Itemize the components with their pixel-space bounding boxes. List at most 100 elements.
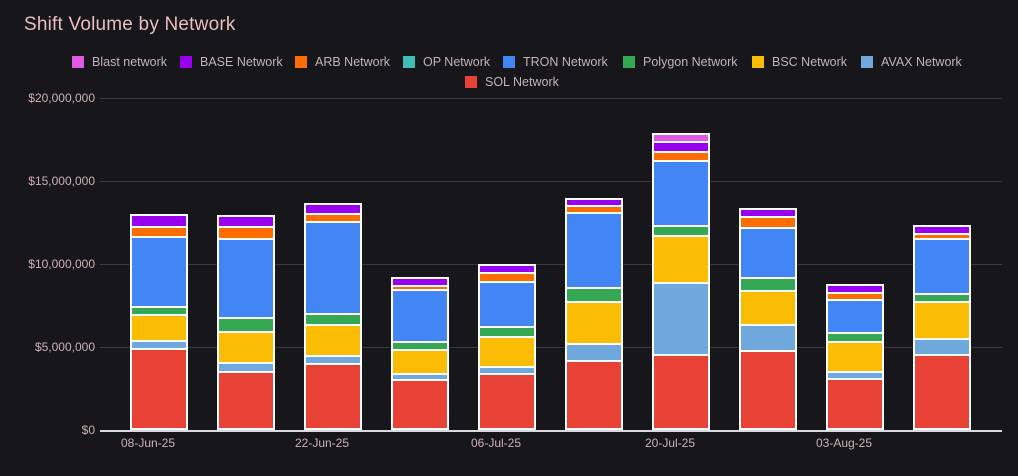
segment-base-network[interactable] bbox=[132, 215, 186, 226]
segment-base-network[interactable] bbox=[741, 209, 795, 217]
legend-item-bsc-network[interactable]: BSC Network bbox=[752, 55, 847, 69]
segment-tron-network[interactable] bbox=[306, 222, 360, 314]
legend-swatch-blast-network bbox=[72, 56, 84, 68]
segment-base-network[interactable] bbox=[393, 279, 447, 285]
segment-avax-network[interactable] bbox=[219, 363, 273, 372]
segment-bsc-network[interactable] bbox=[741, 291, 795, 325]
segment-sol-network[interactable] bbox=[741, 352, 795, 428]
segment-polygon-network[interactable] bbox=[393, 343, 447, 350]
segment-bsc-network[interactable] bbox=[567, 302, 621, 344]
legend-item-blast-network[interactable]: Blast network bbox=[72, 55, 167, 69]
segment-sol-network[interactable] bbox=[480, 375, 534, 428]
segment-polygon-network[interactable] bbox=[132, 308, 186, 315]
segment-bsc-network[interactable] bbox=[306, 326, 360, 356]
segment-polygon-network[interactable] bbox=[567, 289, 621, 301]
segment-base-network[interactable] bbox=[654, 142, 708, 152]
legend-item-op-network[interactable]: OP Network bbox=[403, 55, 490, 69]
segment-arb-network[interactable] bbox=[219, 228, 273, 239]
bar-10-aug-25[interactable] bbox=[913, 225, 971, 430]
bar-27-jul-25[interactable] bbox=[739, 208, 797, 430]
segment-sol-network[interactable] bbox=[132, 349, 186, 428]
segment-arb-network[interactable] bbox=[741, 218, 795, 228]
segment-arb-network[interactable] bbox=[567, 207, 621, 213]
segment-tron-network[interactable] bbox=[132, 237, 186, 307]
legend-item-tron-network[interactable]: TRON Network bbox=[503, 55, 608, 69]
legend-item-arb-network[interactable]: ARB Network bbox=[295, 55, 390, 69]
bar-20-jul-25[interactable] bbox=[652, 133, 710, 430]
segment-polygon-network[interactable] bbox=[654, 227, 708, 235]
segment-tron-network[interactable] bbox=[567, 214, 621, 288]
segment-bsc-network[interactable] bbox=[219, 332, 273, 362]
segment-polygon-network[interactable] bbox=[306, 315, 360, 325]
segment-tron-network[interactable] bbox=[828, 301, 882, 332]
segment-arb-network[interactable] bbox=[915, 235, 969, 239]
bar-22-jun-25[interactable] bbox=[304, 203, 362, 430]
segment-bsc-network[interactable] bbox=[654, 236, 708, 283]
bar-29-jun-25[interactable] bbox=[391, 277, 449, 430]
segment-avax-network[interactable] bbox=[393, 374, 447, 380]
x-tick-label: 22-Jun-25 bbox=[294, 436, 350, 450]
segment-avax-network[interactable] bbox=[915, 340, 969, 355]
segment-base-network[interactable] bbox=[306, 204, 360, 213]
segment-base-network[interactable] bbox=[480, 266, 534, 273]
segment-sol-network[interactable] bbox=[393, 381, 447, 428]
segment-avax-network[interactable] bbox=[828, 373, 882, 378]
segment-bsc-network[interactable] bbox=[132, 316, 186, 341]
segment-sol-network[interactable] bbox=[219, 373, 273, 428]
legend-item-sol-network[interactable]: SOL Network bbox=[465, 75, 559, 89]
segment-avax-network[interactable] bbox=[480, 367, 534, 374]
bar-15-jun-25[interactable] bbox=[217, 215, 275, 430]
segment-tron-network[interactable] bbox=[654, 162, 708, 226]
segment-base-network[interactable] bbox=[915, 227, 969, 234]
segment-polygon-network[interactable] bbox=[915, 295, 969, 302]
segment-avax-network[interactable] bbox=[306, 357, 360, 363]
segment-arb-network[interactable] bbox=[306, 214, 360, 221]
legend-label: OP Network bbox=[423, 55, 491, 69]
chart-title: Shift Volume by Network bbox=[24, 14, 236, 35]
segment-arb-network[interactable] bbox=[828, 293, 882, 300]
segment-avax-network[interactable] bbox=[654, 284, 708, 355]
segment-bsc-network[interactable] bbox=[828, 343, 882, 372]
bar-13-jul-25[interactable] bbox=[565, 198, 623, 430]
segment-tron-network[interactable] bbox=[480, 282, 534, 327]
segment-avax-network[interactable] bbox=[567, 345, 621, 361]
segment-sol-network[interactable] bbox=[654, 356, 708, 428]
segment-polygon-network[interactable] bbox=[741, 279, 795, 290]
segment-base-network[interactable] bbox=[567, 199, 621, 206]
bar-06-jul-25[interactable] bbox=[478, 264, 536, 430]
segment-sol-network[interactable] bbox=[567, 362, 621, 428]
segment-base-network[interactable] bbox=[828, 286, 882, 292]
segment-tron-network[interactable] bbox=[741, 229, 795, 278]
bar-08-jun-25[interactable] bbox=[130, 214, 188, 430]
segment-base-network[interactable] bbox=[219, 217, 273, 227]
segment-arb-network[interactable] bbox=[480, 274, 534, 281]
x-axis-baseline bbox=[100, 430, 1002, 432]
segment-polygon-network[interactable] bbox=[480, 328, 534, 336]
y-gridline bbox=[100, 181, 1002, 182]
segment-arb-network[interactable] bbox=[393, 286, 447, 289]
segment-sol-network[interactable] bbox=[306, 364, 360, 428]
segment-tron-network[interactable] bbox=[219, 240, 273, 318]
segment-polygon-network[interactable] bbox=[828, 333, 882, 342]
segment-bsc-network[interactable] bbox=[393, 351, 447, 373]
segment-avax-network[interactable] bbox=[741, 326, 795, 351]
legend-swatch-bsc-network bbox=[752, 56, 764, 68]
bar-03-aug-25[interactable] bbox=[826, 284, 884, 430]
legend-swatch-op-network bbox=[403, 56, 415, 68]
legend-item-avax-network[interactable]: AVAX Network bbox=[861, 55, 962, 69]
legend-item-polygon-network[interactable]: Polygon Network bbox=[623, 55, 738, 69]
segment-tron-network[interactable] bbox=[915, 240, 969, 294]
segment-polygon-network[interactable] bbox=[219, 319, 273, 331]
segment-bsc-network[interactable] bbox=[480, 337, 534, 366]
segment-avax-network[interactable] bbox=[132, 342, 186, 348]
segment-blast-network[interactable] bbox=[654, 134, 708, 141]
segment-tron-network[interactable] bbox=[393, 290, 447, 342]
segment-sol-network[interactable] bbox=[828, 379, 882, 428]
legend-label: BSC Network bbox=[772, 55, 848, 69]
segment-sol-network[interactable] bbox=[915, 356, 969, 428]
segment-arb-network[interactable] bbox=[132, 227, 186, 236]
segment-bsc-network[interactable] bbox=[915, 303, 969, 339]
segment-arb-network[interactable] bbox=[654, 153, 708, 161]
legend-item-base-network[interactable]: BASE Network bbox=[180, 55, 283, 69]
